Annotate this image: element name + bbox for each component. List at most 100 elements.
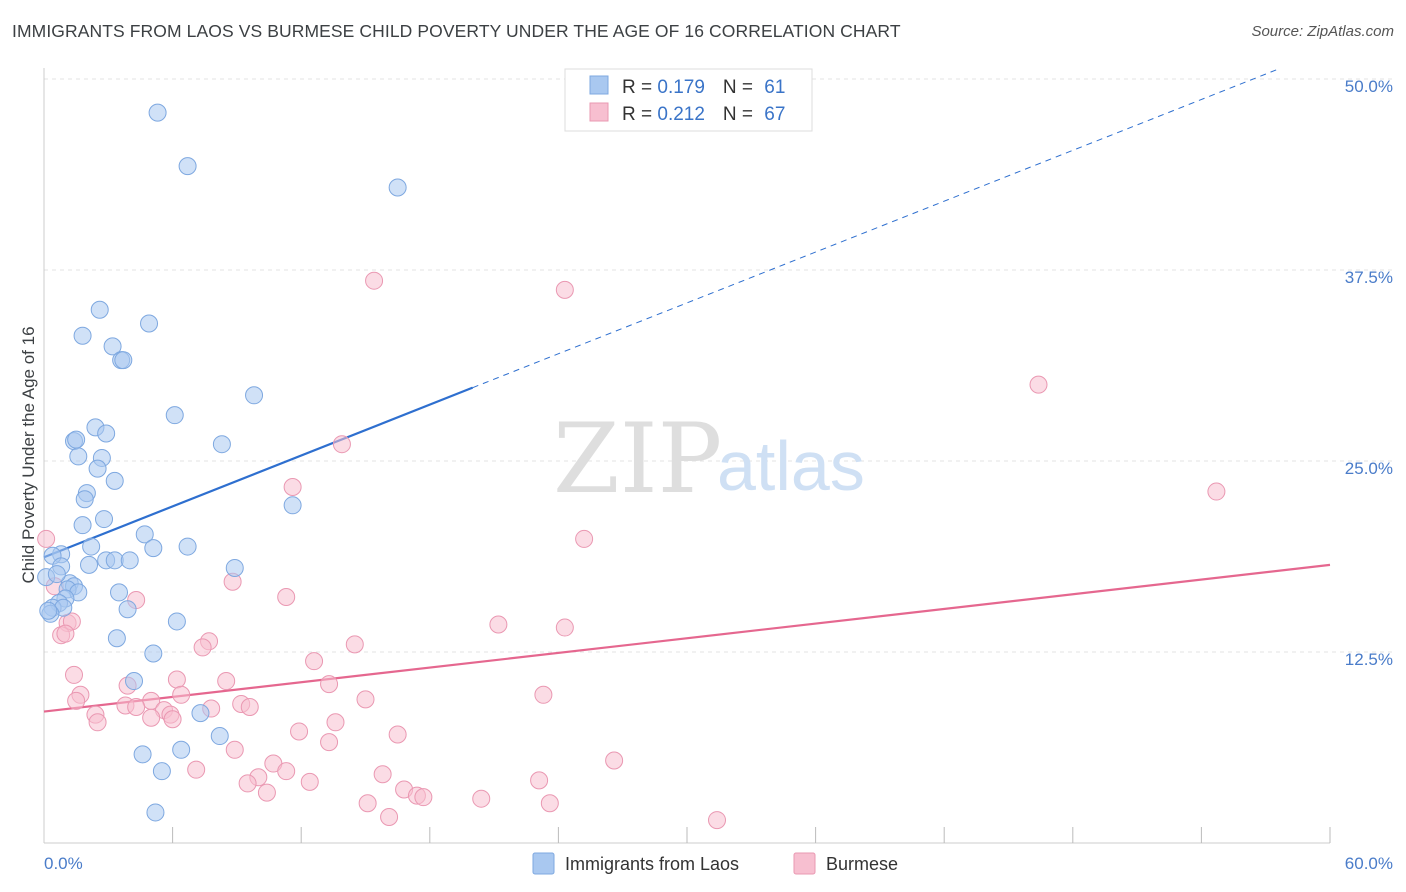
laos-point (97, 424, 116, 443)
burmese-point (388, 725, 407, 744)
laos-point (140, 314, 159, 333)
laos-point (135, 525, 154, 544)
burmese-point (56, 624, 75, 643)
burmese-point (708, 811, 727, 830)
burmese-point (1029, 375, 1048, 394)
burmese-point (320, 675, 339, 694)
series-swatch-burmese (793, 852, 816, 875)
laos-point (172, 740, 191, 759)
laos-point (245, 386, 264, 405)
laos-point (73, 326, 92, 345)
laos-point (178, 157, 197, 176)
laos-point (283, 496, 302, 515)
watermark-zip: ZIP (553, 403, 722, 515)
burmese-points (37, 271, 1226, 830)
burmese-point (555, 618, 574, 637)
burmese-point (240, 698, 259, 717)
burmese-point (365, 271, 384, 290)
burmese-point (1207, 482, 1226, 501)
y-tick-label: 37.5% (1345, 268, 1393, 287)
series-legend: Immigrants from Laos Burmese (532, 852, 898, 875)
y-tick-label: 12.5% (1345, 650, 1393, 669)
burmese-point (326, 713, 345, 732)
series-swatch-laos (532, 852, 555, 875)
legend-n-value-burmese: 67 (764, 104, 785, 125)
laos-point (165, 406, 184, 425)
laos-point (118, 600, 137, 619)
burmese-point (534, 685, 553, 704)
legend-r-value-laos: 0.179 (657, 77, 705, 98)
burmese-point (225, 740, 244, 759)
y-tick-label: 50.0% (1345, 77, 1393, 96)
burmese-point (356, 690, 375, 709)
series-label-laos: Immigrants from Laos (565, 854, 739, 874)
laos-point (225, 558, 244, 577)
burmese-point (414, 788, 433, 807)
laos-point (152, 762, 171, 781)
laos-point (120, 551, 139, 570)
source-label: Source: ZipAtlas.com (1251, 23, 1394, 40)
burmese-point (172, 685, 191, 704)
burmese-point (380, 808, 399, 827)
legend-swatch-laos (589, 75, 609, 95)
laos-point (178, 537, 197, 556)
legend-r-label: R = (622, 77, 657, 98)
y-tick-labels: 12.5% 25.0% 37.5% 50.0% (1345, 77, 1393, 669)
trend-line-laos-extension (472, 69, 1277, 389)
legend-n-value-laos: 61 (764, 77, 785, 98)
legend-row-burmese: R = 0.212 N = 67 (622, 104, 785, 125)
laos-point (107, 629, 126, 648)
watermark: ZIP atlas (553, 403, 865, 515)
burmese-point (320, 733, 339, 752)
laos-point (75, 490, 94, 509)
burmese-point (67, 691, 86, 710)
laos-point (90, 300, 109, 319)
burmese-point (373, 765, 392, 784)
laos-point (95, 510, 114, 529)
laos-point (148, 103, 167, 122)
laos-point (82, 537, 101, 556)
trend-line-laos (43, 386, 474, 559)
laos-point (210, 727, 229, 746)
burmese-point (257, 783, 276, 802)
burmese-point (277, 587, 296, 606)
burmese-point (88, 713, 107, 732)
laos-point (80, 555, 99, 574)
burmese-point (472, 789, 491, 808)
laos-point (191, 704, 210, 723)
laos-point (125, 672, 144, 691)
laos-point (212, 435, 231, 454)
laos-point (167, 612, 186, 631)
laos-point (105, 471, 124, 490)
laos-point (105, 551, 124, 570)
legend-r-label: R = (622, 104, 657, 125)
laos-point (144, 539, 163, 558)
legend-n-label: N = (723, 104, 758, 125)
burmese-point (37, 529, 56, 548)
burmese-point (283, 477, 302, 496)
laos-point (114, 351, 133, 370)
burmese-point (277, 762, 296, 781)
burmese-point (142, 708, 161, 727)
burmese-point (127, 698, 146, 717)
series-label-burmese: Burmese (826, 854, 898, 874)
laos-point (133, 745, 152, 764)
laos-point (110, 583, 129, 602)
laos-point (388, 178, 407, 197)
burmese-point (345, 635, 364, 654)
burmese-point (530, 771, 549, 790)
laos-point (144, 644, 163, 663)
burmese-point (187, 760, 206, 779)
y-axis-label: Child Poverty Under the Age of 16 (19, 326, 38, 583)
x-tick-label-min: 0.0% (44, 854, 83, 873)
burmese-point (605, 751, 624, 770)
burmese-point (489, 615, 508, 634)
chart-title: IMMIGRANTS FROM LAOS VS BURMESE CHILD PO… (12, 21, 901, 41)
laos-point (67, 430, 86, 449)
x-tick-label-max: 60.0% (1345, 854, 1393, 873)
trend-line-burmese (43, 563, 1331, 713)
burmese-point (305, 652, 324, 671)
burmese-point (575, 529, 594, 548)
laos-point (69, 447, 88, 466)
